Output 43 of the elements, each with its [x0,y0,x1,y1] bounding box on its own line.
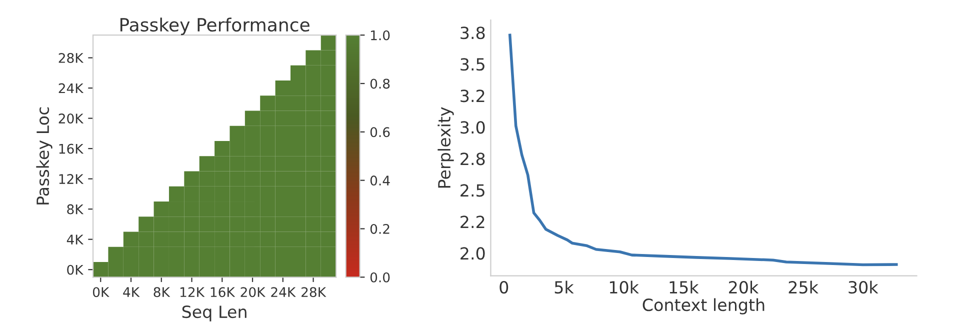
y-axis-title: Passkey Loc [36,107,52,204]
x-axis-title: Context length [642,298,764,314]
y-tick-label: 24K [58,83,84,94]
y-tick-label: 3.8 [460,26,485,40]
y-tick-label: 2.5 [460,184,484,197]
x-tick-label: 28K [302,287,326,298]
x-tick-label: 12K [180,287,205,297]
y-tick-label: 12K [59,174,84,184]
color-bar-label: 0.8 [370,78,390,89]
x-tick-label: 0 [500,281,508,294]
y-tick-label: 0K [67,264,84,275]
x-tick-label: 10k [610,280,639,294]
color-bar-label: 0.0 [370,272,390,282]
line-series [508,34,898,266]
y-tick-label: 8K [67,204,84,214]
x-tick-label: 20K [240,287,266,298]
y-tick-label: 3.5 [460,58,484,71]
y-tick-label: 16K [59,144,84,154]
x-axis-title: Seq Len [182,306,246,322]
x-tick-label: 8K [154,287,170,298]
y-tick-label: 28K [58,53,84,63]
color-bar-label: 0.2 [370,224,390,234]
color-bar-label: 0.6 [370,127,390,138]
chart-title: Passkey Performance [120,18,310,36]
x-tick-label: 24K [271,287,296,297]
y-tick-label: 2.8 [460,152,485,166]
y-tick-label: 20K [58,114,84,124]
y-axis-title: Perplexity [438,107,454,188]
color-bar-label: 0.4 [370,176,390,186]
x-tick-label: 30k [848,280,878,294]
y-tick-label: 4K [66,234,84,244]
x-tick-label: 16K [210,287,236,298]
x-tick-label: 25k [788,280,818,294]
y-tick-label: 3.0 [460,121,485,134]
y-tick-label: 2.0 [460,247,485,260]
x-tick-label: 15k [670,280,699,294]
x-tick-label: 0K [92,287,110,298]
x-tick-label: 5k [554,280,574,294]
y-tick-label: 2.2 [460,216,484,228]
y-tick-label: 3.2 [460,90,484,102]
x-tick-label: 20k [729,280,759,294]
color-bar-label: 1.0 [371,30,390,40]
x-tick-label: 4K [123,287,140,297]
